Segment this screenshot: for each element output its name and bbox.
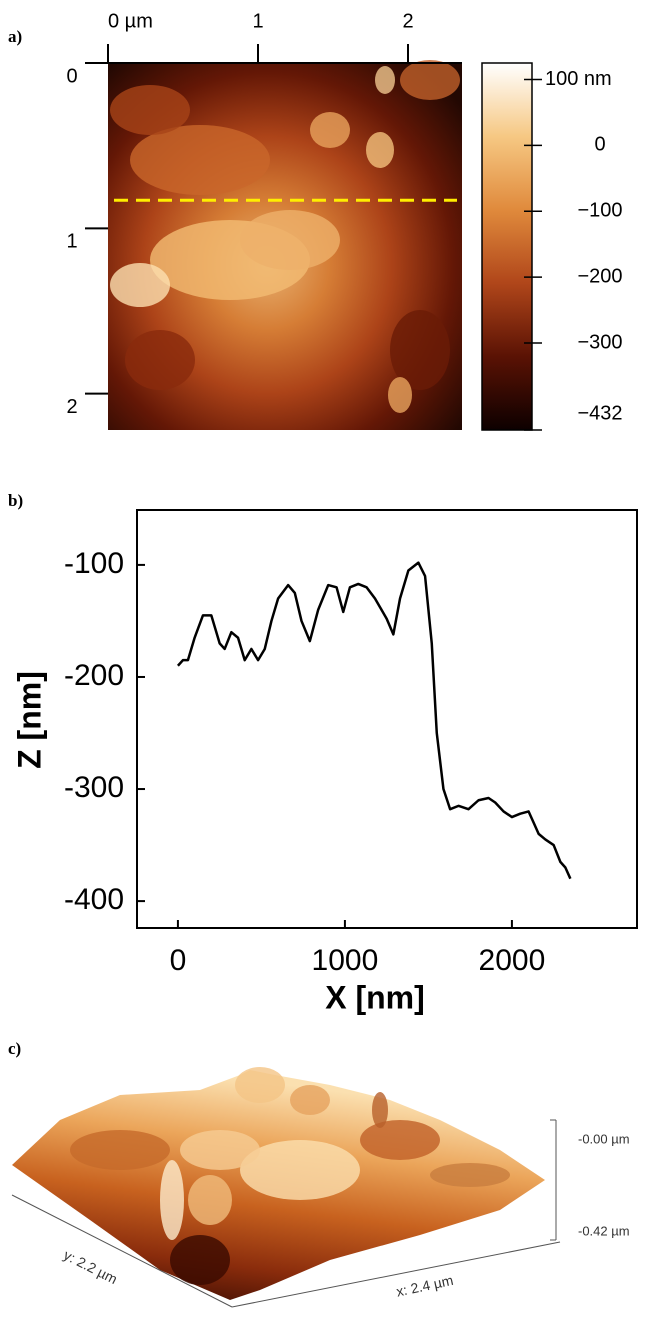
grain xyxy=(110,85,190,135)
x-axis-label: X [nm] xyxy=(325,979,425,1015)
grain xyxy=(366,132,394,168)
x-tick-label: 0 µm xyxy=(108,10,153,32)
y-tick-label: -400 xyxy=(64,883,124,916)
y-tick-label: 1 xyxy=(66,231,77,253)
grain xyxy=(375,66,395,94)
surface-bump xyxy=(372,1092,388,1128)
surface-bump xyxy=(240,1140,360,1200)
colorbar-label: 100 nm xyxy=(545,68,612,90)
y-axis-label: y: 2.2 µm xyxy=(61,1247,120,1288)
colorbar xyxy=(481,62,533,431)
y-tick-label: -300 xyxy=(64,771,124,804)
colorbar-label: −200 xyxy=(577,265,622,287)
surface-bump xyxy=(290,1085,330,1115)
surface-bump xyxy=(180,1130,260,1170)
surface-bump xyxy=(170,1235,230,1285)
z-tick-label: -0.42 µm xyxy=(578,1223,630,1238)
surface-bump xyxy=(430,1163,510,1187)
x-tick-label: 0 xyxy=(170,944,187,977)
z-tick-label: -0.00 µm xyxy=(578,1131,630,1146)
x-tick-label: 2000 xyxy=(479,944,546,977)
grain xyxy=(388,377,412,413)
colorbar-label: −432 xyxy=(577,402,622,424)
y-tick-label: -200 xyxy=(64,659,124,692)
y-tick-label: 2 xyxy=(66,396,77,418)
colorbar-label: 0 xyxy=(594,134,605,156)
grain xyxy=(110,263,170,307)
y-tick-label: 0 xyxy=(66,65,77,87)
y-tick-label: -100 xyxy=(64,547,124,580)
grain xyxy=(130,125,270,195)
grain xyxy=(400,60,460,100)
grain xyxy=(390,310,450,390)
plot-frame xyxy=(136,509,638,929)
x-tick-label: 2 xyxy=(402,10,413,32)
colorbar-label: −300 xyxy=(577,331,622,353)
panel-label: a) xyxy=(8,27,22,46)
panel-label: b) xyxy=(8,491,23,510)
panel-label: c) xyxy=(8,1039,21,1058)
surface-bump xyxy=(235,1067,285,1103)
x-tick-label: 1000 xyxy=(312,944,379,977)
profile-line xyxy=(176,561,572,880)
surface-bump xyxy=(188,1175,232,1225)
grain xyxy=(310,112,350,148)
x-axis-label: x: 2.4 µm xyxy=(395,1272,455,1300)
y-axis-3d xyxy=(11,1194,233,1308)
surface-bump xyxy=(160,1160,184,1240)
colorbar-label: −100 xyxy=(577,200,622,222)
grain xyxy=(240,210,340,270)
y-axis-label: Z [nm] xyxy=(11,671,47,769)
x-axis-3d xyxy=(231,1241,561,1308)
surface-bump xyxy=(360,1120,440,1160)
x-tick-label: 1 xyxy=(252,10,263,32)
grain xyxy=(125,330,195,390)
surface-bump xyxy=(70,1130,170,1170)
